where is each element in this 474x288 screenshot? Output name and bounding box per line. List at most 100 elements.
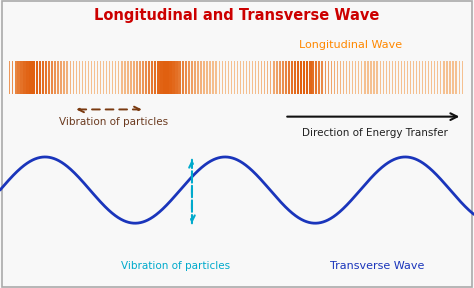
- Bar: [97, 61, 98, 94]
- Bar: [343, 61, 344, 94]
- Bar: [18, 61, 20, 94]
- Bar: [285, 61, 287, 94]
- Bar: [85, 61, 86, 94]
- Bar: [367, 61, 369, 94]
- Text: Vibration of particles: Vibration of particles: [59, 117, 168, 127]
- Bar: [194, 61, 196, 94]
- Bar: [60, 61, 62, 94]
- Bar: [45, 61, 47, 94]
- Bar: [118, 61, 119, 94]
- Bar: [462, 61, 463, 94]
- Bar: [264, 61, 265, 94]
- Bar: [437, 61, 438, 94]
- Bar: [346, 61, 347, 94]
- Bar: [11, 61, 13, 94]
- Bar: [325, 61, 327, 94]
- Bar: [166, 61, 169, 94]
- Bar: [422, 61, 423, 94]
- Bar: [443, 61, 445, 94]
- Bar: [294, 61, 296, 94]
- Bar: [27, 61, 29, 94]
- Bar: [392, 61, 393, 94]
- Bar: [191, 61, 192, 94]
- Bar: [395, 61, 396, 94]
- Bar: [219, 61, 220, 94]
- Bar: [407, 61, 408, 94]
- Bar: [51, 61, 53, 94]
- Text: Longitudinal and Transverse Wave: Longitudinal and Transverse Wave: [94, 8, 380, 23]
- Bar: [361, 61, 363, 94]
- Bar: [340, 61, 341, 94]
- Bar: [234, 61, 235, 94]
- Bar: [328, 61, 329, 94]
- Text: Vibration of particles: Vibration of particles: [121, 261, 230, 271]
- Bar: [206, 61, 208, 94]
- Bar: [306, 61, 309, 94]
- Bar: [20, 61, 23, 94]
- Bar: [282, 61, 284, 94]
- Bar: [221, 61, 223, 94]
- Bar: [303, 61, 305, 94]
- Bar: [225, 61, 226, 94]
- Bar: [380, 61, 381, 94]
- Bar: [154, 61, 156, 94]
- Bar: [273, 61, 274, 94]
- Bar: [188, 61, 190, 94]
- Bar: [66, 61, 68, 94]
- Bar: [200, 61, 201, 94]
- Bar: [124, 61, 126, 94]
- Bar: [182, 61, 184, 94]
- Bar: [137, 61, 138, 94]
- Bar: [300, 61, 302, 94]
- Bar: [288, 61, 290, 94]
- Bar: [440, 61, 441, 94]
- Bar: [145, 61, 147, 94]
- Bar: [103, 61, 104, 94]
- Bar: [160, 61, 163, 94]
- Bar: [121, 61, 122, 94]
- Bar: [82, 61, 83, 94]
- Bar: [38, 61, 41, 94]
- Bar: [312, 61, 314, 94]
- Bar: [88, 61, 89, 94]
- Bar: [237, 61, 238, 94]
- Bar: [9, 61, 10, 94]
- Bar: [261, 61, 262, 94]
- Bar: [401, 61, 402, 94]
- Bar: [76, 61, 77, 94]
- Bar: [355, 61, 356, 94]
- Bar: [216, 61, 217, 94]
- Bar: [179, 61, 181, 94]
- Bar: [109, 61, 110, 94]
- Bar: [297, 61, 300, 94]
- Bar: [434, 61, 436, 94]
- Bar: [240, 61, 241, 94]
- Text: Direction of Energy Transfer: Direction of Energy Transfer: [301, 128, 447, 138]
- Bar: [228, 61, 229, 94]
- Bar: [54, 61, 56, 94]
- Bar: [276, 61, 278, 94]
- Bar: [425, 61, 426, 94]
- Bar: [267, 61, 268, 94]
- Bar: [246, 61, 247, 94]
- Bar: [416, 61, 417, 94]
- Bar: [151, 61, 154, 94]
- Bar: [94, 61, 95, 94]
- Bar: [404, 61, 405, 94]
- Bar: [91, 61, 92, 94]
- Bar: [197, 61, 199, 94]
- Bar: [100, 61, 101, 94]
- Bar: [318, 61, 320, 94]
- Bar: [42, 61, 44, 94]
- Bar: [106, 61, 107, 94]
- Bar: [331, 61, 332, 94]
- Bar: [337, 61, 338, 94]
- Bar: [321, 61, 323, 94]
- Bar: [163, 61, 166, 94]
- Bar: [79, 61, 80, 94]
- Bar: [249, 61, 250, 94]
- Bar: [112, 61, 113, 94]
- Bar: [73, 61, 74, 94]
- Bar: [142, 61, 144, 94]
- Bar: [29, 61, 32, 94]
